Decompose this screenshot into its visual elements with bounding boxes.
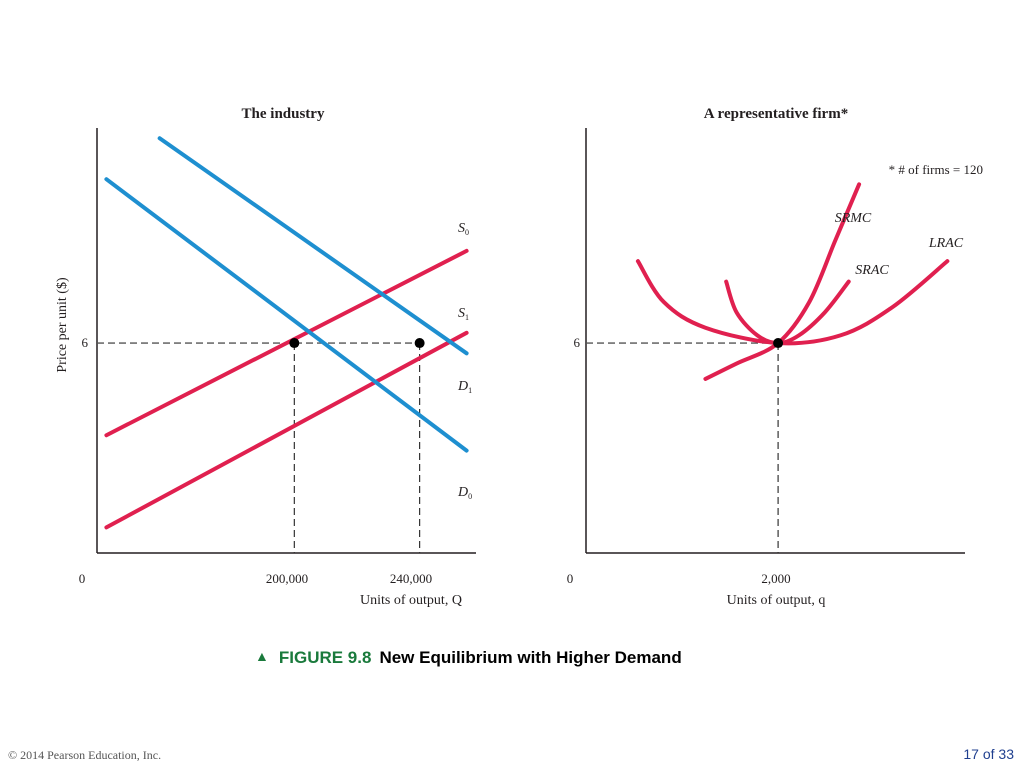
industry-label-d0: D0 <box>457 485 472 501</box>
triangle-icon: ▲ <box>255 648 269 664</box>
figure-number: FIGURE 9.8 <box>278 648 372 667</box>
industry-curve-d0 <box>104 177 469 453</box>
industry-curve-s1 <box>104 330 469 530</box>
industry-equilibrium-point-1 <box>414 338 425 349</box>
firm-label-srac: SRAC <box>855 263 889 278</box>
figure-9-8-charts: The industry Price per unit ($) S0 S1 D0 D1… <box>55 106 983 608</box>
firm-label-srmc: SRMC <box>835 211 872 226</box>
figure-title: New Equilibrium with Higher Demand <box>379 648 682 667</box>
industry-curve-d1 <box>157 136 469 356</box>
industry-curve-s0 <box>104 248 469 438</box>
industry-label-s1: S1 <box>458 306 469 322</box>
industry-y-axis-label: Price per unit ($) <box>55 277 70 373</box>
industry-label-d1: D1 <box>457 379 472 395</box>
firm-panel-title: A representative firm* <box>704 106 848 122</box>
firm-curve-srmc <box>703 182 862 381</box>
industry-label-s0: S0 <box>458 221 469 237</box>
industry-equilibrium-point-0 <box>289 338 300 349</box>
industry-panel-title: The industry <box>242 106 325 122</box>
industry-x-axis-label: Units of output, Q <box>360 593 462 608</box>
figure-caption: ▲ FIGURE 9.8 New Equilibrium with Higher D… <box>255 648 682 668</box>
page-indicator: 17 of 33 <box>963 746 1014 762</box>
firm-count-annotation: * # of firms = 120 <box>889 162 983 177</box>
firm-x-axis-label: Units of output, q <box>727 593 826 608</box>
firm-y-tick-6: 6 <box>574 335 581 350</box>
industry-x-tick-200000: 200,000 <box>266 571 308 586</box>
firm-x-tick-origin: 0 <box>567 571 574 586</box>
firm-label-lrac: LRAC <box>928 236 964 251</box>
firm-panel: A representative firm* * # of firms = 12… <box>567 106 983 608</box>
industry-y-tick-6: 6 <box>82 335 89 350</box>
firm-curve-lrac <box>635 259 950 346</box>
copyright-notice: © 2014 Pearson Education, Inc. <box>8 748 162 762</box>
industry-x-tick-origin: 0 <box>79 571 86 586</box>
industry-x-tick-240000: 240,000 <box>390 571 432 586</box>
industry-panel: The industry Price per unit ($) S0 S1 D0 D1… <box>55 106 476 608</box>
firm-equilibrium-point-0 <box>773 338 784 349</box>
firm-x-tick-2000: 2,000 <box>761 571 790 586</box>
